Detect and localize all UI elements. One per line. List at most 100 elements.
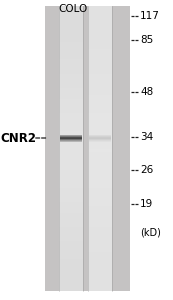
- Bar: [59, 52, 83, 56]
- Bar: [88, 20, 112, 24]
- Bar: [59, 59, 83, 63]
- Bar: [59, 163, 83, 166]
- Bar: [59, 184, 83, 188]
- Bar: [59, 173, 83, 177]
- Bar: [59, 209, 83, 213]
- Text: 19: 19: [140, 199, 153, 209]
- Text: 48: 48: [140, 87, 153, 97]
- Bar: [59, 106, 83, 109]
- Bar: [88, 255, 112, 259]
- Bar: [59, 284, 83, 287]
- Bar: [88, 152, 112, 156]
- Bar: [88, 216, 112, 220]
- Bar: [88, 213, 112, 216]
- Text: 85: 85: [140, 35, 153, 45]
- Bar: [59, 170, 83, 173]
- Bar: [59, 109, 83, 113]
- Bar: [59, 102, 83, 106]
- Bar: [59, 56, 83, 59]
- Bar: [59, 266, 83, 270]
- Bar: [59, 92, 83, 95]
- Bar: [59, 198, 83, 202]
- Bar: [88, 127, 112, 131]
- Bar: [88, 198, 112, 202]
- Bar: [88, 59, 112, 63]
- Bar: [59, 81, 83, 84]
- Bar: [88, 95, 112, 99]
- Bar: [88, 238, 112, 241]
- Bar: [59, 67, 83, 70]
- Bar: [88, 156, 112, 159]
- Bar: [88, 280, 112, 284]
- Bar: [88, 273, 112, 277]
- Bar: [59, 262, 83, 266]
- Bar: [88, 116, 112, 120]
- Bar: [59, 127, 83, 131]
- Bar: [88, 220, 112, 223]
- Bar: [59, 188, 83, 191]
- Bar: [88, 17, 112, 20]
- Bar: [59, 152, 83, 156]
- Bar: [59, 252, 83, 255]
- Bar: [59, 202, 83, 206]
- Bar: [88, 141, 112, 145]
- Bar: [59, 27, 83, 31]
- Bar: [59, 206, 83, 209]
- Bar: [59, 273, 83, 277]
- Bar: [88, 277, 112, 280]
- Text: 117: 117: [140, 11, 160, 21]
- Bar: [88, 74, 112, 77]
- Bar: [59, 195, 83, 198]
- Bar: [88, 223, 112, 227]
- Bar: [59, 99, 83, 102]
- Bar: [88, 49, 112, 52]
- Bar: [88, 102, 112, 106]
- Bar: [88, 163, 112, 166]
- Bar: [88, 259, 112, 262]
- Bar: [88, 252, 112, 255]
- Bar: [59, 6, 83, 10]
- Bar: [88, 170, 112, 173]
- Bar: [59, 95, 83, 99]
- Bar: [88, 27, 112, 31]
- Bar: [88, 45, 112, 49]
- Bar: [59, 88, 83, 92]
- Bar: [88, 81, 112, 84]
- Bar: [88, 266, 112, 270]
- Bar: [88, 195, 112, 198]
- Bar: [88, 88, 112, 92]
- Bar: [59, 113, 83, 116]
- Bar: [59, 245, 83, 248]
- Bar: [88, 173, 112, 177]
- Text: (kD): (kD): [140, 227, 161, 238]
- Bar: [88, 120, 112, 124]
- Bar: [59, 213, 83, 216]
- Bar: [88, 63, 112, 67]
- Bar: [88, 241, 112, 245]
- Text: 34: 34: [140, 132, 153, 142]
- Bar: [88, 184, 112, 188]
- Bar: [88, 99, 112, 102]
- Bar: [59, 177, 83, 181]
- Text: 26: 26: [140, 165, 153, 175]
- Bar: [88, 52, 112, 56]
- Bar: [59, 116, 83, 120]
- Bar: [59, 84, 83, 88]
- Bar: [59, 45, 83, 49]
- Bar: [59, 216, 83, 220]
- Text: COLO: COLO: [59, 4, 88, 14]
- Bar: [88, 109, 112, 113]
- Bar: [59, 148, 83, 152]
- Bar: [88, 56, 112, 59]
- Bar: [88, 188, 112, 191]
- Bar: [88, 202, 112, 206]
- Bar: [59, 34, 83, 38]
- Bar: [59, 166, 83, 170]
- Bar: [59, 42, 83, 45]
- Bar: [88, 131, 112, 134]
- Bar: [88, 191, 112, 195]
- Bar: [88, 10, 112, 13]
- Bar: [59, 159, 83, 163]
- Bar: [88, 270, 112, 273]
- Bar: [88, 145, 112, 148]
